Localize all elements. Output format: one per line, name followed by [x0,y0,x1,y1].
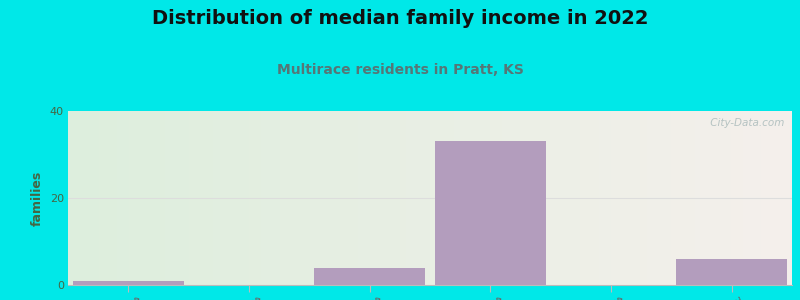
Text: Distribution of median family income in 2022: Distribution of median family income in … [152,9,648,28]
Bar [73,281,184,285]
Text: City-Data.com: City-Data.com [707,118,785,128]
Bar [314,268,425,285]
Bar [435,141,546,285]
Y-axis label: families: families [31,170,44,226]
Bar [676,259,787,285]
Text: Multirace residents in Pratt, KS: Multirace residents in Pratt, KS [277,63,523,77]
